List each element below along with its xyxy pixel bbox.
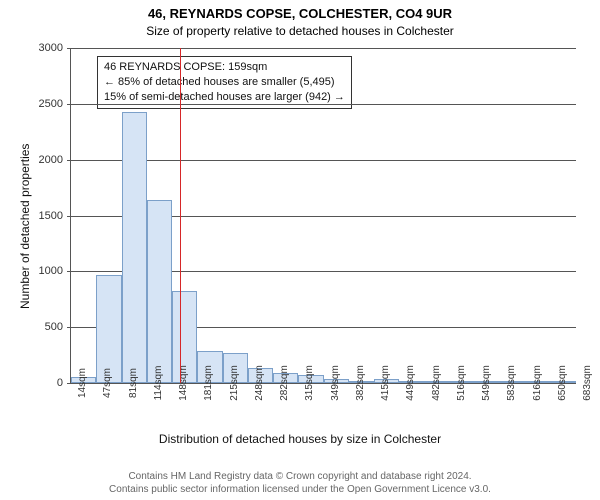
y-tick-label: 2500 xyxy=(39,98,71,110)
footer-attribution: Contains HM Land Registry data © Crown c… xyxy=(0,470,600,496)
x-tick-label: 315sqm xyxy=(298,365,315,401)
y-tick-label: 500 xyxy=(45,321,71,333)
y-tick-label: 1000 xyxy=(39,265,71,277)
y-tick-label: 3000 xyxy=(39,42,71,54)
y-tick-label: 0 xyxy=(57,377,71,389)
y-tick-label: 1500 xyxy=(39,210,71,222)
plot-area: 46 REYNARDS COPSE: 159sqm← 85% of detach… xyxy=(70,48,576,384)
annotation-box: 46 REYNARDS COPSE: 159sqm← 85% of detach… xyxy=(97,56,352,109)
x-tick-label: 683sqm xyxy=(576,365,593,401)
y-tick-label: 2000 xyxy=(39,154,71,166)
x-tick-label: 181sqm xyxy=(197,365,214,401)
x-tick-label: 482sqm xyxy=(425,365,442,401)
gridline xyxy=(71,104,576,105)
x-tick-label: 282sqm xyxy=(273,365,290,401)
chart-title: 46, REYNARDS COPSE, COLCHESTER, CO4 9UR xyxy=(0,6,600,21)
x-tick-label: 382sqm xyxy=(349,365,366,401)
x-tick-label: 248sqm xyxy=(248,365,265,401)
chart-subtitle: Size of property relative to detached ho… xyxy=(0,24,600,38)
x-tick-label: 516sqm xyxy=(450,365,467,401)
histogram-bar xyxy=(147,200,172,383)
x-tick-label: 215sqm xyxy=(223,365,240,401)
x-tick-label: 415sqm xyxy=(374,365,391,401)
annotation-line: ← 85% of detached houses are smaller (5,… xyxy=(104,75,345,90)
annotation-line: 15% of semi-detached houses are larger (… xyxy=(104,90,345,105)
footer-line-2: Contains public sector information licen… xyxy=(0,483,600,496)
x-tick-label: 14sqm xyxy=(71,368,88,398)
histogram-bar xyxy=(96,275,121,383)
x-tick-label: 616sqm xyxy=(526,365,543,401)
x-tick-label: 650sqm xyxy=(551,365,568,401)
x-tick-label: 449sqm xyxy=(399,365,416,401)
x-tick-label: 47sqm xyxy=(96,368,113,398)
x-axis-label: Distribution of detached houses by size … xyxy=(0,432,600,446)
x-tick-label: 81sqm xyxy=(122,368,139,398)
gridline xyxy=(71,48,576,49)
x-tick-label: 114sqm xyxy=(147,366,164,401)
y-axis-label: Number of detached properties xyxy=(18,144,32,309)
x-tick-label: 549sqm xyxy=(475,365,492,401)
x-tick-label: 583sqm xyxy=(500,365,517,401)
footer-line-1: Contains HM Land Registry data © Crown c… xyxy=(0,470,600,483)
property-marker-line xyxy=(180,48,181,383)
annotation-line: 46 REYNARDS COPSE: 159sqm xyxy=(104,60,345,75)
gridline xyxy=(71,160,576,161)
x-tick-label: 349sqm xyxy=(324,365,341,401)
histogram-bar xyxy=(122,112,147,383)
